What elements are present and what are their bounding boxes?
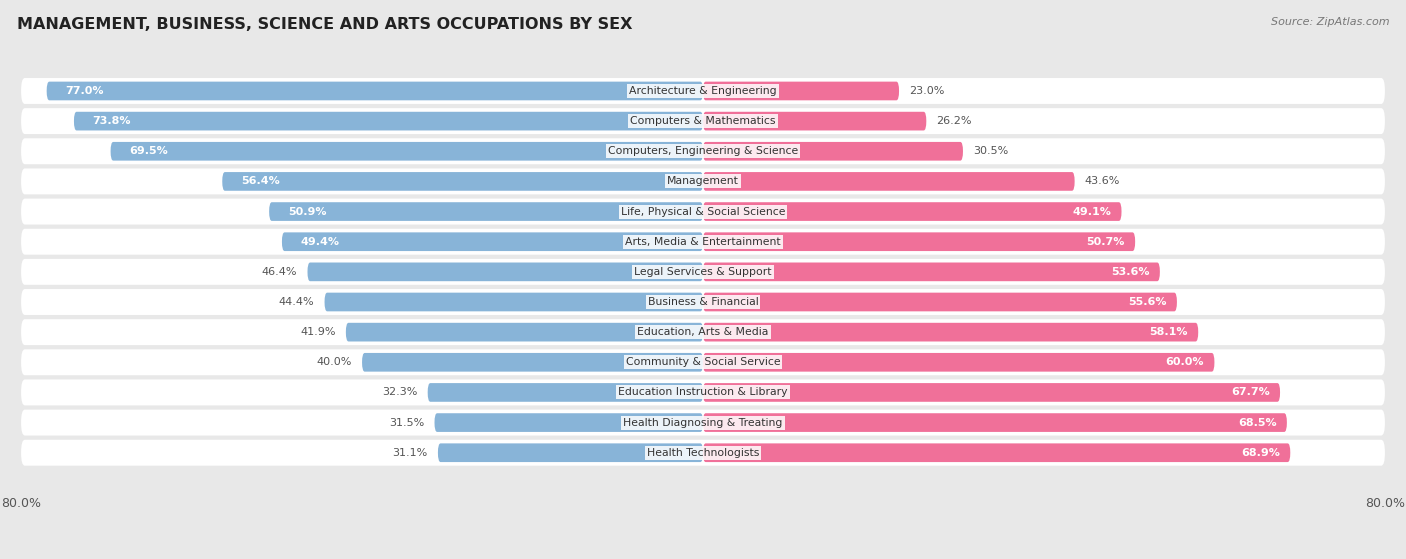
Text: Education Instruction & Library: Education Instruction & Library — [619, 387, 787, 397]
FancyBboxPatch shape — [434, 413, 703, 432]
Text: 58.1%: 58.1% — [1150, 327, 1188, 337]
Text: 69.5%: 69.5% — [129, 146, 169, 157]
Text: Life, Physical & Social Science: Life, Physical & Social Science — [621, 207, 785, 216]
Text: 55.6%: 55.6% — [1128, 297, 1167, 307]
Text: Community & Social Service: Community & Social Service — [626, 357, 780, 367]
Text: 40.0%: 40.0% — [316, 357, 352, 367]
FancyBboxPatch shape — [21, 319, 1385, 345]
FancyBboxPatch shape — [703, 82, 898, 100]
FancyBboxPatch shape — [703, 323, 1198, 342]
Text: 56.4%: 56.4% — [240, 177, 280, 186]
Text: 77.0%: 77.0% — [66, 86, 104, 96]
FancyBboxPatch shape — [21, 108, 1385, 134]
Text: Management: Management — [666, 177, 740, 186]
FancyBboxPatch shape — [346, 323, 703, 342]
FancyBboxPatch shape — [269, 202, 703, 221]
Text: 49.4%: 49.4% — [301, 236, 340, 247]
FancyBboxPatch shape — [21, 259, 1385, 285]
FancyBboxPatch shape — [325, 293, 703, 311]
FancyBboxPatch shape — [21, 138, 1385, 164]
FancyBboxPatch shape — [21, 289, 1385, 315]
Text: Business & Financial: Business & Financial — [648, 297, 758, 307]
Text: 43.6%: 43.6% — [1085, 177, 1121, 186]
Text: Source: ZipAtlas.com: Source: ZipAtlas.com — [1271, 17, 1389, 27]
FancyBboxPatch shape — [427, 383, 703, 402]
FancyBboxPatch shape — [21, 229, 1385, 255]
Text: 31.1%: 31.1% — [392, 448, 427, 458]
FancyBboxPatch shape — [283, 233, 703, 251]
FancyBboxPatch shape — [703, 142, 963, 160]
Text: 50.9%: 50.9% — [288, 207, 326, 216]
FancyBboxPatch shape — [111, 142, 703, 160]
Text: Arts, Media & Entertainment: Arts, Media & Entertainment — [626, 236, 780, 247]
Text: Health Technologists: Health Technologists — [647, 448, 759, 458]
Text: Computers & Mathematics: Computers & Mathematics — [630, 116, 776, 126]
Text: 68.9%: 68.9% — [1241, 448, 1279, 458]
Text: Education, Arts & Media: Education, Arts & Media — [637, 327, 769, 337]
Text: 49.1%: 49.1% — [1073, 207, 1111, 216]
Text: 68.5%: 68.5% — [1239, 418, 1277, 428]
Text: 73.8%: 73.8% — [93, 116, 131, 126]
FancyBboxPatch shape — [363, 353, 703, 372]
FancyBboxPatch shape — [222, 172, 703, 191]
Text: 30.5%: 30.5% — [973, 146, 1008, 157]
Text: MANAGEMENT, BUSINESS, SCIENCE AND ARTS OCCUPATIONS BY SEX: MANAGEMENT, BUSINESS, SCIENCE AND ARTS O… — [17, 17, 633, 32]
FancyBboxPatch shape — [21, 349, 1385, 375]
FancyBboxPatch shape — [703, 413, 1286, 432]
FancyBboxPatch shape — [21, 440, 1385, 466]
FancyBboxPatch shape — [703, 383, 1279, 402]
FancyBboxPatch shape — [21, 168, 1385, 195]
Text: 44.4%: 44.4% — [278, 297, 315, 307]
Text: 41.9%: 41.9% — [299, 327, 336, 337]
Text: 32.3%: 32.3% — [382, 387, 418, 397]
FancyBboxPatch shape — [703, 233, 1135, 251]
Text: Health Diagnosing & Treating: Health Diagnosing & Treating — [623, 418, 783, 428]
Text: 23.0%: 23.0% — [910, 86, 945, 96]
Text: Computers, Engineering & Science: Computers, Engineering & Science — [607, 146, 799, 157]
FancyBboxPatch shape — [703, 172, 1074, 191]
FancyBboxPatch shape — [21, 380, 1385, 405]
Text: Legal Services & Support: Legal Services & Support — [634, 267, 772, 277]
FancyBboxPatch shape — [75, 112, 703, 130]
Text: 31.5%: 31.5% — [389, 418, 425, 428]
Text: 50.7%: 50.7% — [1087, 236, 1125, 247]
FancyBboxPatch shape — [703, 202, 1122, 221]
FancyBboxPatch shape — [21, 78, 1385, 104]
FancyBboxPatch shape — [21, 198, 1385, 225]
Text: Architecture & Engineering: Architecture & Engineering — [630, 86, 776, 96]
FancyBboxPatch shape — [46, 82, 703, 100]
FancyBboxPatch shape — [308, 263, 703, 281]
FancyBboxPatch shape — [703, 443, 1291, 462]
FancyBboxPatch shape — [703, 293, 1177, 311]
FancyBboxPatch shape — [703, 263, 1160, 281]
Text: 53.6%: 53.6% — [1111, 267, 1150, 277]
Text: 46.4%: 46.4% — [262, 267, 297, 277]
Text: 67.7%: 67.7% — [1232, 387, 1270, 397]
Text: 60.0%: 60.0% — [1166, 357, 1204, 367]
FancyBboxPatch shape — [703, 112, 927, 130]
FancyBboxPatch shape — [437, 443, 703, 462]
FancyBboxPatch shape — [703, 353, 1215, 372]
Text: 26.2%: 26.2% — [936, 116, 972, 126]
FancyBboxPatch shape — [21, 410, 1385, 435]
